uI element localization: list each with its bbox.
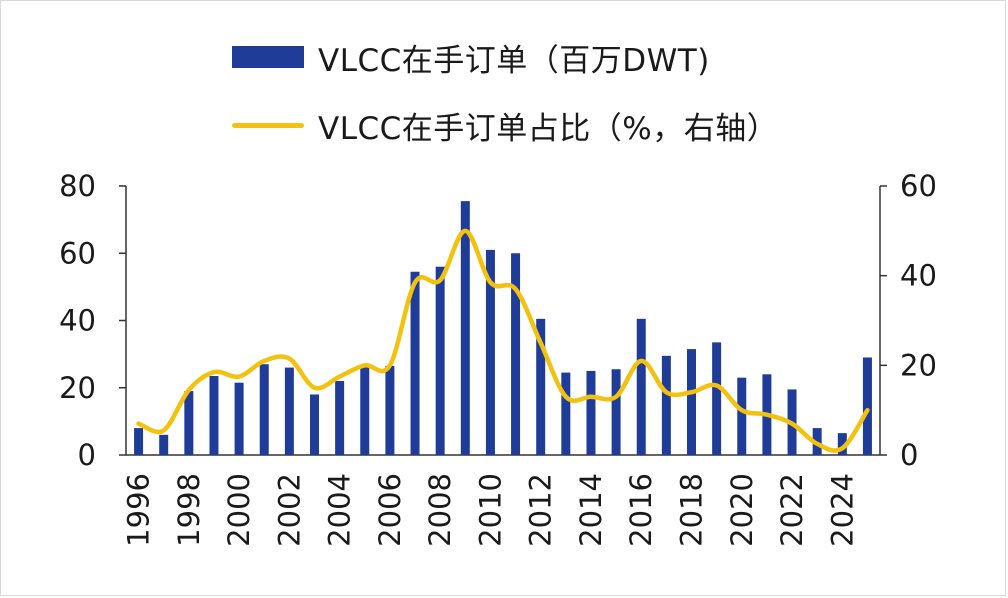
x-tick-label: 2020 [725,473,759,547]
bar-2011 [511,253,521,455]
bar-2024 [837,433,847,455]
x-tick-label: 1996 [122,473,156,547]
bar-2000 [234,382,244,455]
bar-2019 [712,342,722,455]
left-tick-label: 40 [59,304,96,338]
legend: VLCC在手订单（百万DWT) VLCC在手订单占比（%，右轴） [232,34,778,170]
right-tick-label: 20 [900,348,937,382]
bar-2009 [460,201,470,455]
x-tick-label: 2000 [222,473,256,547]
bar-2002 [284,367,294,455]
bar-2016 [636,318,646,455]
bar-2018 [687,349,696,455]
x-tick-label: 2010 [473,473,507,547]
bar-2017 [661,355,671,455]
x-tick-label: 2008 [423,473,457,547]
x-tick-label: 2016 [624,473,658,547]
bar-2003 [310,394,319,455]
right-tick-label: 0 [900,438,918,472]
legend-label-line: VLCC在手订单占比（%，右轴） [318,110,779,147]
bar-2025 [862,357,872,455]
x-tick-label: 2002 [272,473,306,547]
bar-2007 [410,271,420,455]
legend-label-bars: VLCC在手订单（百万DWT) [318,42,710,79]
bar-2012 [536,318,546,455]
bar-2006 [385,365,395,455]
bar-2010 [485,249,495,455]
legend-item-line: VLCC在手订单占比（%，右轴） [232,102,778,148]
right-tick-label: 40 [900,259,937,293]
bar-2004 [335,381,345,455]
line-series-share [136,228,870,453]
x-tick-label: 1998 [172,473,206,547]
left-tick-label: 60 [59,236,96,270]
bar-2001 [259,364,269,455]
left-tick-label: 80 [59,169,96,203]
bar-2014 [586,370,596,455]
x-tick-label: 2014 [574,473,608,547]
x-tick-label: 2018 [675,473,709,547]
left-tick-label: 0 [78,438,96,472]
right-tick-label: 60 [900,169,937,203]
bar-2013 [561,372,571,455]
legend-swatch-bars [232,46,304,68]
legend-item-bars: VLCC在手订单（百万DWT) [232,34,778,80]
bar-2015 [611,369,621,455]
bar-2008 [435,266,445,455]
x-tick-label: 2012 [524,473,558,547]
x-tick-label: 2022 [775,473,809,547]
bar-2020 [737,377,747,455]
bar-2005 [360,365,370,455]
bar-1996 [134,428,144,455]
bar-1997 [159,434,169,455]
x-tick-label: 2004 [323,473,357,547]
x-tick-label: 2006 [373,473,407,547]
left-tick-label: 20 [59,371,96,405]
legend-swatch-line [232,122,304,128]
x-tick-label: 2024 [825,473,859,547]
bar-1998 [184,391,194,455]
bar-1999 [209,375,219,455]
